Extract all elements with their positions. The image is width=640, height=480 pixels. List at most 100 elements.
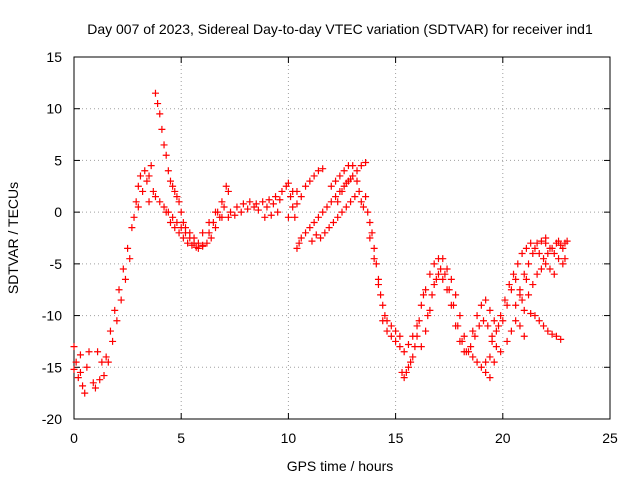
data-point [486,374,494,382]
data-point [555,237,563,245]
data-point [460,332,468,340]
data-point [83,363,91,371]
data-point [415,317,423,325]
data-point [402,368,410,376]
data-point [265,196,273,204]
data-point [117,296,125,304]
data-point [563,237,571,245]
data-point [207,234,215,242]
data-point [430,260,438,268]
data-point [522,244,530,252]
data-point [525,291,533,299]
data-point [495,322,503,330]
data-point [512,301,520,309]
data-point [492,327,500,335]
data-point [319,208,327,216]
data-point [287,193,295,201]
data-point [522,275,530,283]
data-point [419,291,427,299]
data-point [166,177,174,185]
data-point [475,322,483,330]
data-point [94,348,102,356]
data-point [323,203,331,211]
data-point [518,296,526,304]
data-point [239,200,247,208]
data-point [503,337,511,345]
data-point [334,213,342,221]
data-point [177,224,185,232]
data-point [319,165,327,173]
data-point [212,224,220,232]
data-point [246,198,254,206]
data-point [516,286,524,294]
data-point [447,301,455,309]
x-tick-label: 15 [388,430,404,446]
data-point [497,348,505,356]
data-point [499,317,507,325]
y-tick-label: -10 [42,308,62,324]
data-point [387,322,395,330]
data-point [130,213,138,221]
data-point [106,327,114,335]
data-point [516,322,524,330]
data-point [492,343,500,351]
data-point [104,358,112,366]
data-point [156,198,164,206]
data-point [222,182,230,190]
data-point [559,244,567,252]
data-point [162,208,170,216]
data-point [469,353,477,361]
data-point [192,243,200,251]
data-point [437,265,445,273]
y-axis-label: SDTVAR / TECUs [5,182,21,294]
data-point [486,306,494,314]
data-point [314,167,322,175]
data-point [276,196,284,204]
data-point [533,270,541,278]
data-point [102,353,110,361]
data-point [310,172,318,180]
data-point [456,337,464,345]
x-tick-label: 0 [70,430,78,446]
y-tick-label: -5 [50,256,63,272]
data-point [156,110,164,118]
data-point [261,213,269,221]
data-point [413,332,421,340]
data-point [518,250,526,258]
data-point [338,187,346,195]
data-point [169,213,177,221]
data-point [409,353,417,361]
data-point [392,327,400,335]
data-point [325,224,333,232]
data-point [121,275,129,283]
data-point [179,234,187,242]
data-point [359,203,367,211]
data-point [503,301,511,309]
data-point [252,200,260,208]
data-point [259,198,267,206]
data-point [441,270,449,278]
data-point [342,203,350,211]
data-point [355,187,363,195]
data-point [306,177,314,185]
data-point [400,374,408,382]
data-point [171,224,179,232]
data-point [136,172,144,180]
data-point [546,244,554,252]
data-point [132,198,140,206]
data-point [297,234,305,242]
data-point [362,193,370,201]
data-point [151,193,159,201]
data-point [334,198,342,206]
data-point [520,306,528,314]
data-point [76,351,84,359]
data-point [396,332,404,340]
data-point [417,301,425,309]
y-tick-label: -20 [42,411,62,427]
data-point [477,301,485,309]
data-point [411,343,419,351]
data-point [72,358,80,366]
y-tick-label: 10 [46,101,62,117]
data-point [233,203,241,211]
